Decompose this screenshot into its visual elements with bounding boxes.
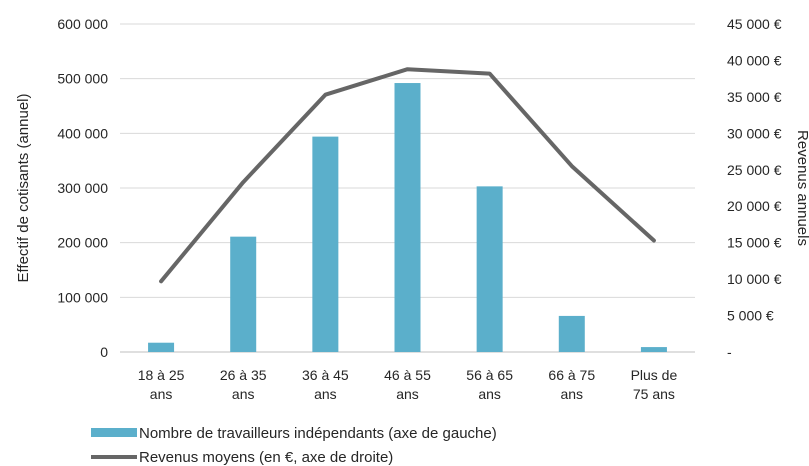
category-label: 46 à 55 [384, 367, 431, 383]
category-label: ans [478, 386, 501, 402]
left-tick-label: 600 000 [57, 16, 108, 32]
category-label: ans [314, 386, 337, 402]
legend-line-label: Revenus moyens (en €, axe de droite) [139, 449, 393, 466]
right-tick-label: 5 000 € [727, 308, 774, 324]
legend: Nombre de travailleurs indépendants (axe… [91, 425, 497, 466]
right-tick-label: 45 000 € [727, 16, 782, 32]
left-tick-label: 100 000 [57, 289, 108, 305]
right-tick-label: 40 000 € [727, 52, 782, 68]
left-tick-label: 300 000 [57, 180, 108, 196]
bar [230, 236, 257, 352]
category-label: ans [150, 386, 173, 402]
category-label: 56 à 65 [466, 367, 513, 383]
right-tick-label: 25 000 € [727, 162, 782, 178]
category-label: 26 à 35 [220, 367, 267, 383]
line-series [159, 67, 656, 284]
category-label: 66 à 75 [548, 367, 595, 383]
bar [312, 136, 339, 352]
left-tick-label: 200 000 [57, 235, 108, 251]
right-axis-ticks: - 5 000 € 10 000 € 15 000 € 20 000 € 25 000 €… [727, 16, 782, 360]
category-label: ans [232, 386, 255, 402]
category-label: ans [396, 386, 419, 402]
left-tick-label: 400 000 [57, 125, 108, 141]
category-label: Plus de [631, 367, 678, 383]
left-axis-title: Effectif de cotisants (annuel) [15, 94, 32, 283]
category-axis-ticks: 18 à 25 ans 26 à 35 ans 36 à 45 ans 46 à 55 ans… [138, 367, 678, 402]
category-label: ans [560, 386, 583, 402]
right-tick-label: 20 000 € [727, 198, 782, 214]
bar [558, 315, 585, 352]
right-tick-label: - [727, 344, 732, 360]
left-axis-ticks: 0 100 000 200 000 300 000 400 000 500 000 600 … [57, 16, 108, 360]
left-tick-label: 0 [100, 344, 108, 360]
right-tick-label: 35 000 € [727, 89, 782, 105]
right-axis-title: Revenus annuels [794, 130, 809, 246]
bar-series [148, 83, 667, 352]
bar [394, 83, 421, 352]
category-label: 75 ans [633, 386, 675, 402]
category-label: 36 à 45 [302, 367, 349, 383]
bar [148, 342, 175, 352]
right-tick-label: 15 000 € [727, 235, 782, 251]
right-tick-label: 30 000 € [727, 125, 782, 141]
legend-bar-swatch [91, 428, 137, 437]
category-label: 18 à 25 [138, 367, 185, 383]
bar [640, 347, 667, 352]
line-series-path [159, 67, 656, 284]
bar [476, 186, 503, 352]
left-tick-label: 500 000 [57, 71, 108, 87]
legend-bar-label: Nombre de travailleurs indépendants (axe… [139, 425, 497, 442]
right-tick-label: 10 000 € [727, 271, 782, 287]
